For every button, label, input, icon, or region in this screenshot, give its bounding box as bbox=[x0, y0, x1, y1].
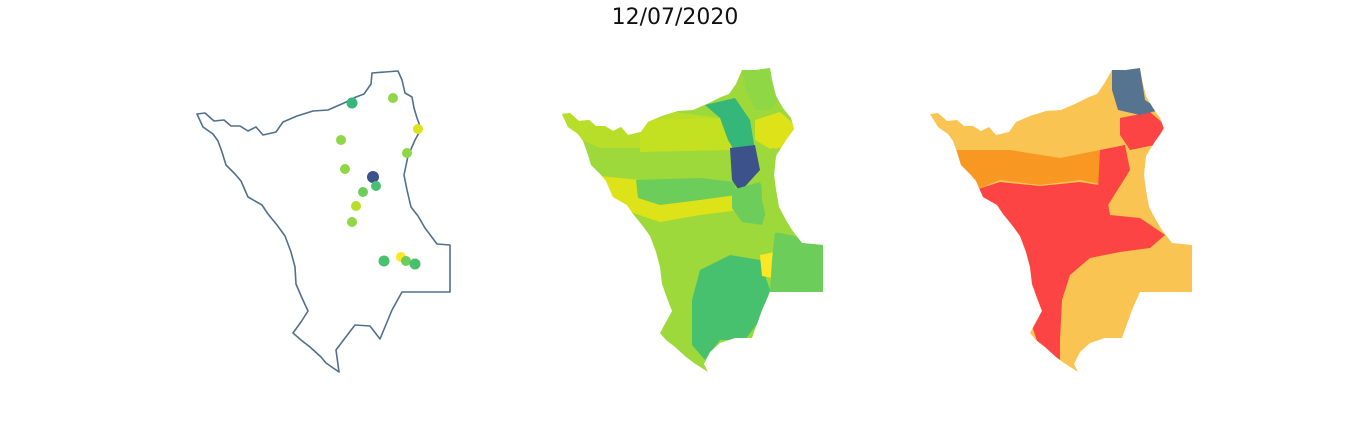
station-point bbox=[367, 171, 379, 183]
region bbox=[760, 148, 785, 235]
region bbox=[636, 178, 736, 205]
region bbox=[975, 182, 1165, 370]
region bbox=[692, 255, 770, 360]
region bbox=[730, 145, 760, 192]
risk-regions bbox=[930, 68, 1192, 372]
station-point bbox=[401, 256, 411, 266]
station-point bbox=[358, 187, 368, 197]
region bbox=[650, 215, 790, 268]
region bbox=[742, 68, 778, 110]
station-point bbox=[336, 135, 346, 145]
region bbox=[705, 98, 755, 160]
map-date-title: 12/07/2020 bbox=[611, 5, 739, 30]
region bbox=[1098, 145, 1130, 210]
station-point bbox=[402, 148, 412, 158]
region bbox=[640, 118, 732, 152]
region bbox=[1120, 112, 1165, 150]
region bbox=[755, 112, 795, 150]
region bbox=[1112, 68, 1160, 115]
station-points bbox=[336, 93, 423, 270]
station-point bbox=[409, 258, 421, 270]
station-point bbox=[378, 255, 390, 267]
station-point bbox=[347, 217, 357, 227]
station-point bbox=[413, 124, 423, 134]
station-point bbox=[340, 164, 350, 174]
station-point bbox=[351, 201, 361, 211]
station-point bbox=[371, 181, 381, 191]
region bbox=[950, 150, 1105, 190]
station-point bbox=[346, 97, 358, 109]
station-point bbox=[388, 93, 398, 103]
region bbox=[732, 182, 768, 225]
region bbox=[770, 232, 823, 292]
region bbox=[760, 252, 775, 278]
